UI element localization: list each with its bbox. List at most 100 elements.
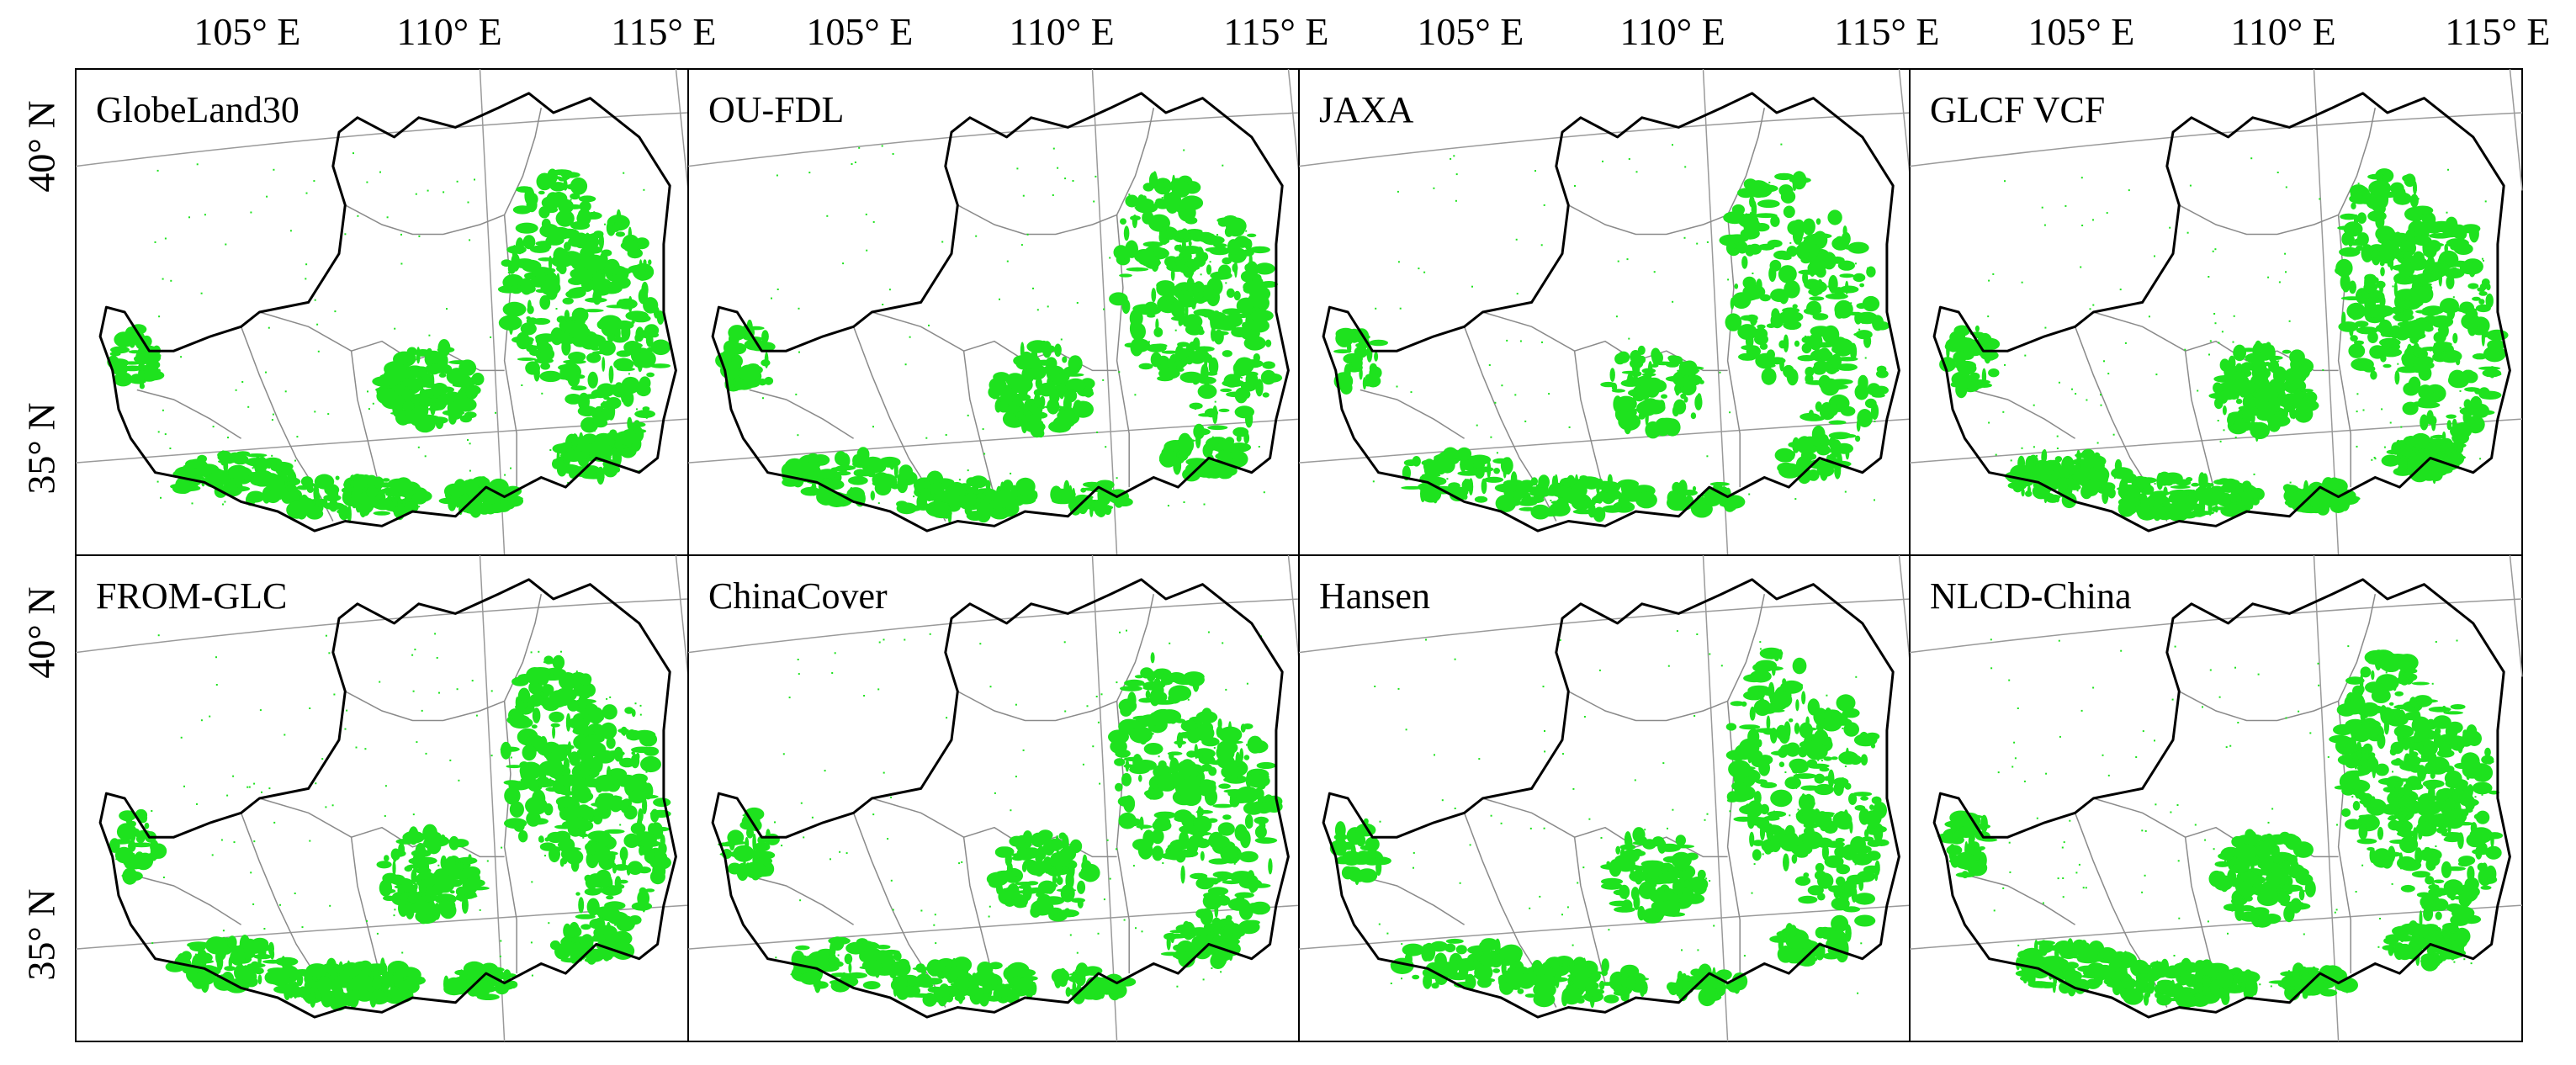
forest-pixel — [999, 298, 1000, 300]
forest-patch — [372, 499, 395, 511]
forest-patch — [2351, 202, 2356, 209]
forest-patch — [1699, 379, 1704, 384]
forest-pixel — [1161, 850, 1163, 853]
forest-patch — [520, 322, 537, 336]
forest-pixel — [355, 746, 358, 749]
forest-patch — [2486, 283, 2491, 291]
forest-patch — [1810, 288, 1821, 297]
latitude-line-40 — [687, 112, 1301, 167]
forest-pixel — [1183, 844, 1185, 846]
forest-pixel — [1010, 876, 1013, 878]
forest-pixel — [1135, 927, 1137, 930]
forest-patch — [2379, 261, 2385, 267]
forest-patch — [1840, 405, 1856, 416]
forest-patch — [130, 828, 136, 842]
forest-pixel — [252, 467, 254, 469]
forest-patch — [1203, 923, 1215, 930]
forest-patch — [1953, 351, 1967, 364]
forest-pixel — [798, 351, 800, 353]
forest-patch — [1155, 318, 1159, 331]
forest-patch — [565, 929, 579, 935]
forest-patch — [539, 736, 548, 750]
forest-patch — [784, 458, 805, 475]
forest-patch — [1227, 239, 1240, 256]
forest-patch — [509, 717, 533, 729]
forest-patch — [584, 334, 607, 348]
forest-patch — [915, 963, 925, 973]
forest-patch — [2300, 389, 2314, 393]
forest-pixel — [1516, 293, 1519, 295]
forest-patch — [1874, 321, 1890, 331]
forest-patch — [558, 199, 574, 214]
forest-patch — [591, 755, 603, 774]
forest-pixel — [596, 782, 598, 784]
province-boundaries — [1970, 108, 2377, 522]
forest-patch — [1783, 320, 1802, 330]
forest-patch — [1500, 457, 1513, 474]
forest-pixel — [215, 684, 218, 686]
forest-pixel — [1022, 194, 1025, 197]
forest-patch — [1057, 410, 1076, 421]
forest-pixel — [469, 469, 471, 472]
forest-patch — [578, 897, 585, 914]
forest-patch — [529, 693, 543, 707]
forest-patch — [1239, 829, 1251, 849]
forest-patch — [570, 385, 587, 391]
forest-patch — [411, 411, 428, 427]
forest-patch — [1333, 349, 1352, 354]
forest-pixel — [344, 728, 347, 730]
forest-pixel — [2250, 157, 2253, 160]
forest-patch — [2452, 332, 2458, 344]
forest-pixel — [442, 358, 443, 360]
forest-patch — [1797, 355, 1816, 362]
forest-pixel — [1867, 267, 1869, 269]
forest-pixel — [414, 649, 416, 651]
forest-pixel — [2479, 458, 2482, 460]
forest-patch — [1018, 885, 1031, 889]
forest-patch — [806, 453, 820, 464]
forest-patch — [1168, 685, 1192, 702]
forest-pixel — [530, 941, 533, 944]
forest-pixel — [2459, 406, 2462, 409]
forest-pixel — [268, 326, 270, 329]
forest-pixel — [272, 413, 274, 416]
forest-pixel — [309, 840, 311, 842]
forest-patch — [543, 803, 554, 816]
forest-pixel — [352, 152, 354, 155]
forest-patch — [948, 987, 952, 995]
forest-patch — [1234, 357, 1254, 374]
forest-patch — [1114, 758, 1126, 766]
forest-pixel — [421, 709, 423, 712]
forest-patch — [1089, 505, 1094, 517]
forest-patch — [1642, 373, 1656, 377]
forest-patch — [627, 342, 643, 349]
forest-patch — [1031, 402, 1043, 416]
forest-patch — [1530, 487, 1551, 498]
forest-patch — [471, 373, 485, 386]
forest-pixel — [357, 215, 359, 217]
forest-patch — [757, 850, 776, 860]
forest-patch — [392, 972, 412, 977]
forest-pixel — [475, 714, 478, 717]
forest-pixel — [495, 411, 496, 414]
forest-patch — [889, 969, 897, 979]
forest-pixel — [1988, 421, 1990, 424]
forest-patch — [1222, 814, 1232, 820]
forest-pixel — [247, 984, 250, 987]
forest-patch — [2289, 405, 2296, 419]
forest-patch — [577, 257, 596, 268]
forest-patch — [1741, 345, 1759, 351]
forest-patch — [419, 878, 427, 894]
forest-patch — [1023, 830, 1032, 844]
forest-patch — [1247, 233, 1257, 237]
forest-pixel — [1684, 166, 1687, 168]
forest-patch — [620, 799, 628, 813]
forest-patch — [493, 495, 501, 506]
forest-patch — [649, 331, 660, 338]
study-area-boundary — [98, 92, 677, 532]
forest-pixel — [2277, 360, 2280, 363]
forest-pixel — [156, 169, 159, 172]
forest-pixel — [316, 323, 319, 326]
forest-patch — [993, 509, 999, 517]
forest-patch — [584, 241, 592, 257]
